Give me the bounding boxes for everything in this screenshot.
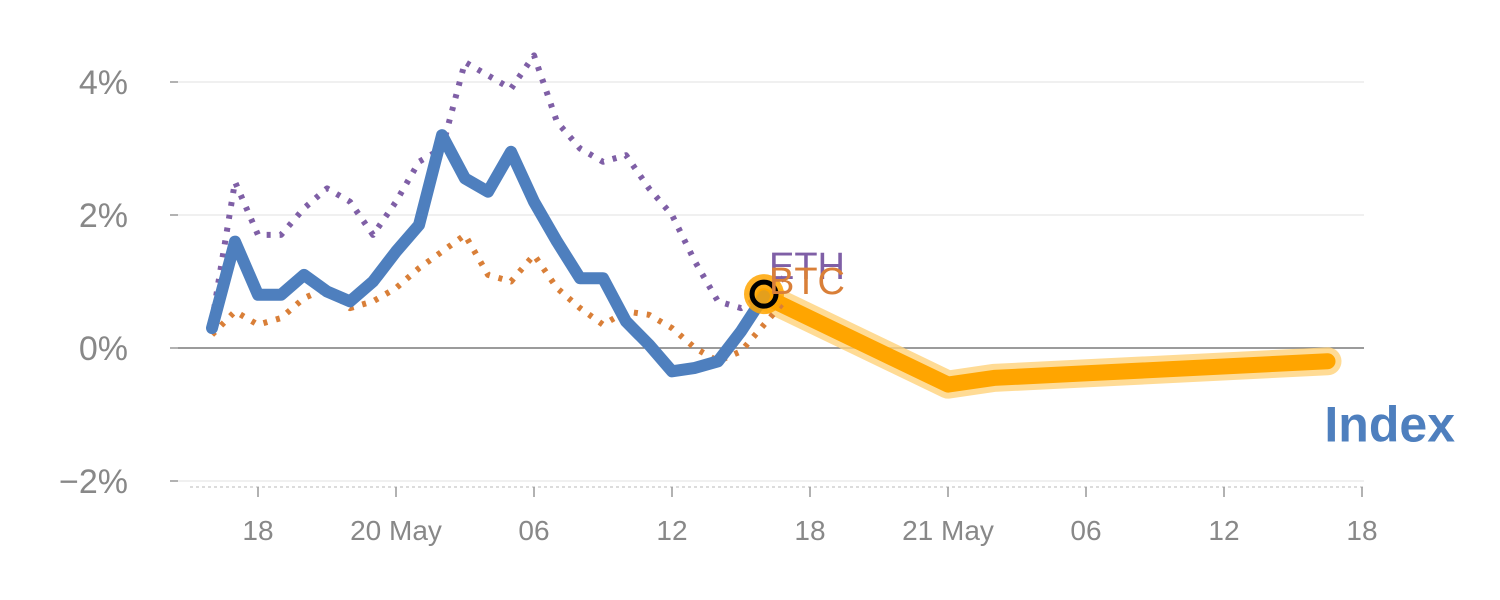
y-tick-label: 4% — [79, 64, 128, 102]
series-line-index — [206, 129, 770, 378]
x-tick-label: 18 — [794, 515, 825, 546]
series-layer — [206, 52, 1342, 399]
y-tick-label: 2% — [79, 197, 128, 235]
x-tick-label: 20 May — [350, 515, 442, 546]
projection-line — [756, 288, 1336, 393]
x-tick-label: 18 — [1346, 515, 1377, 546]
y-tick-label: −2% — [59, 463, 128, 501]
x-tick-label: 21 May — [902, 515, 994, 546]
series-label-eth: ETH — [769, 246, 845, 288]
y-tick-label: 0% — [79, 330, 128, 368]
series-label-btc: BTC — [769, 261, 845, 303]
x-tick-label: 12 — [656, 515, 687, 546]
x-tick-label: 06 — [518, 515, 549, 546]
series-line-btc — [209, 231, 790, 365]
x-tick-label: 12 — [1208, 515, 1239, 546]
series-label-index: Index — [1324, 396, 1455, 452]
series-line-eth — [209, 52, 789, 322]
current-marker — [749, 279, 779, 309]
grid — [178, 81, 1364, 482]
x-tick-label: 18 — [242, 515, 273, 546]
x-tick-label: 06 — [1070, 515, 1101, 546]
axes: 4% 2% 0% −2% 18 20 May 06 12 18 21 May 06 12 18 — [59, 64, 1378, 546]
series-labels: ETH BTC Index — [769, 246, 1455, 452]
